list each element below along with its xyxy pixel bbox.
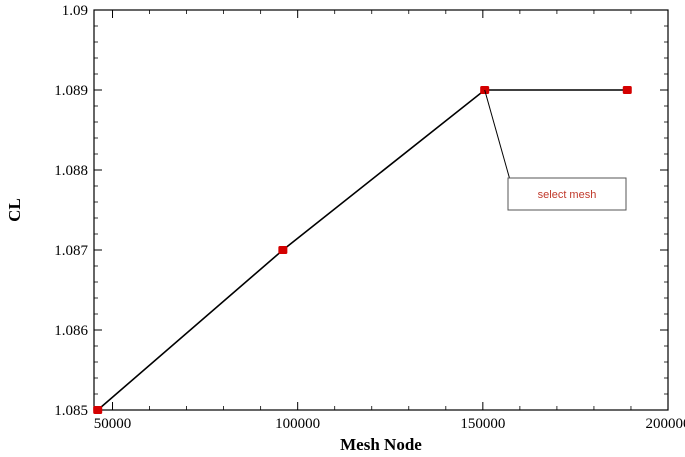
annotation-leader-line — [484, 89, 511, 181]
y-tick-label: 1.089 — [54, 83, 88, 99]
data-point — [278, 246, 288, 254]
y-axis: 1.085 1.086 1.087 1.088 1.089 1.09 — [54, 3, 668, 419]
series-layer — [93, 86, 632, 414]
y-tick-label: 1.087 — [54, 243, 88, 259]
y-axis-title: CL — [5, 198, 24, 222]
annotation-text: select mesh — [538, 189, 597, 201]
annotation-box — [507, 177, 627, 211]
series-line — [97, 89, 628, 411]
x-tick-label: 200000 — [646, 416, 685, 432]
x-tick-label: 150000 — [460, 416, 505, 432]
annotation-layer: select mesh — [484, 89, 627, 211]
y-tick-label: 1.086 — [54, 323, 88, 339]
y-tick-label: 1.088 — [54, 163, 88, 179]
y-tick-label: 1.085 — [54, 403, 88, 419]
x-axis: 50000 100000 150000 200000 — [94, 10, 685, 432]
x-axis-title: Mesh Node — [340, 435, 422, 454]
data-point — [622, 86, 632, 94]
y-tick-label: 1.09 — [62, 3, 88, 19]
x-tick-label: 50000 — [94, 416, 132, 432]
plot-frame — [93, 9, 669, 411]
x-tick-label: 100000 — [275, 416, 320, 432]
data-point — [93, 406, 103, 414]
